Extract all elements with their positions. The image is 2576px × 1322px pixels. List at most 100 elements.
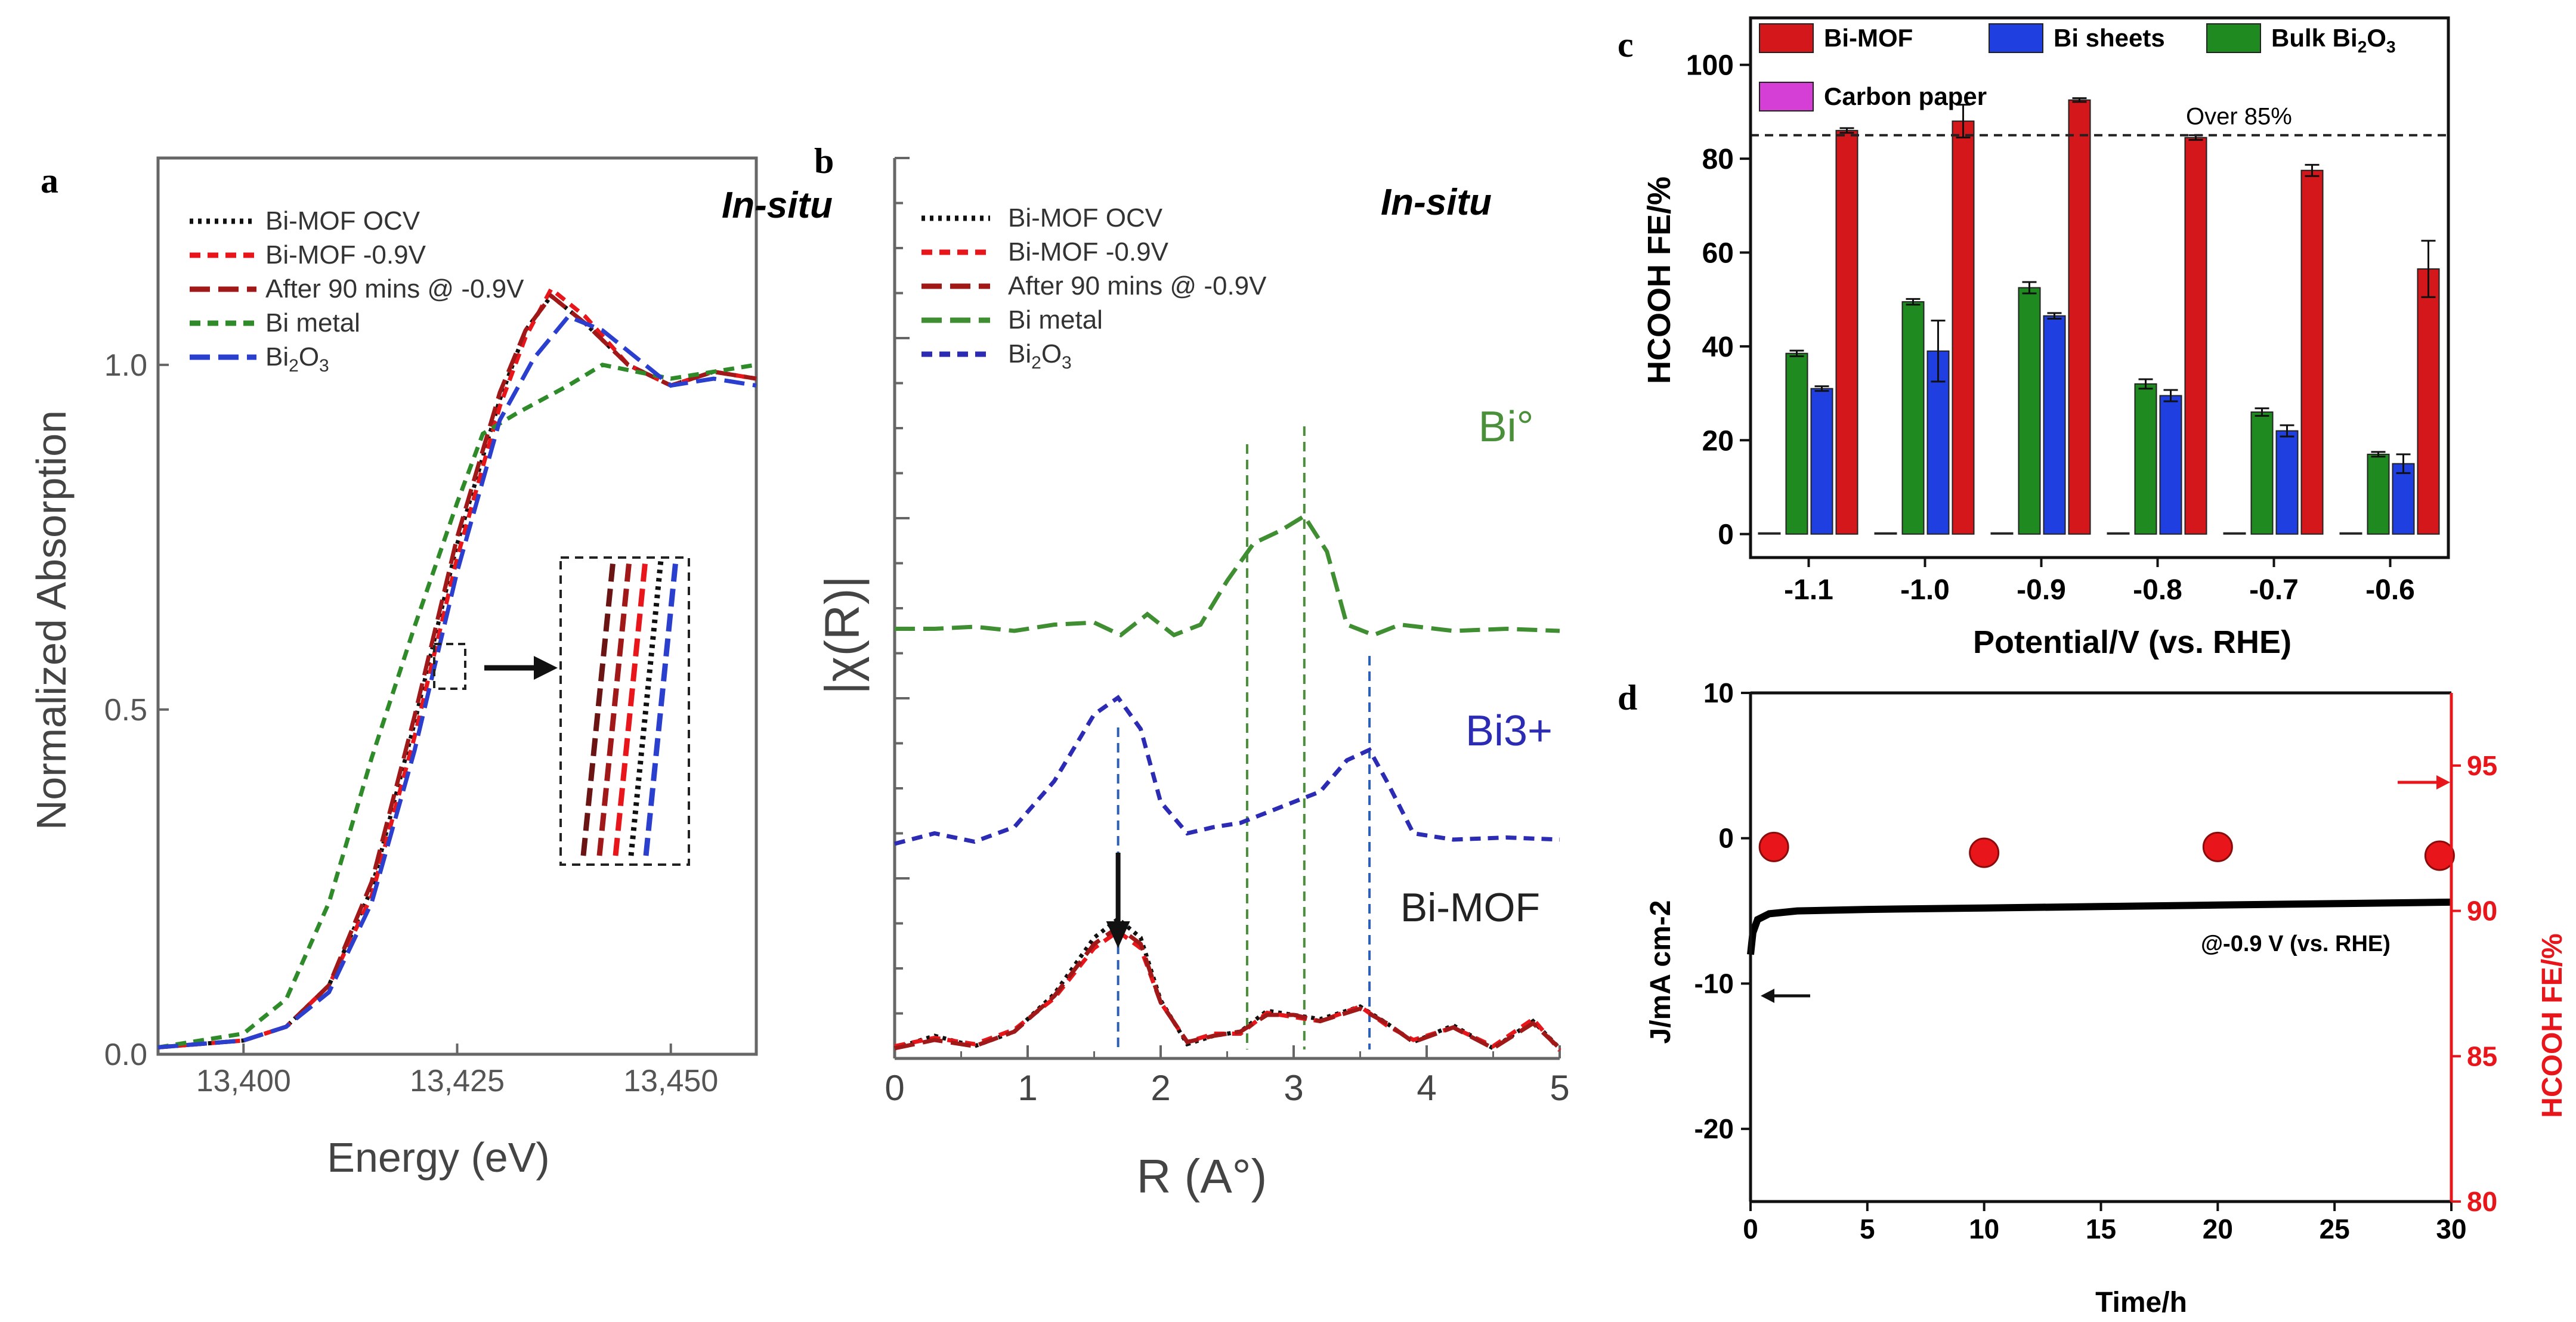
- bar-c: [1758, 532, 1781, 535]
- x-tick-label-d: 15: [2086, 1213, 2116, 1244]
- y-right-tick-label-d: 90: [2467, 896, 2497, 927]
- x-tick-label-d: 30: [2436, 1213, 2466, 1244]
- legend-label-a: Bi-MOF OCV: [265, 206, 420, 236]
- legend-label-b: Bi-MOF OCV: [1008, 203, 1163, 233]
- decrease-arrow-head: [1106, 921, 1130, 948]
- bar-c: [2068, 99, 2091, 535]
- y-axis-label-c: HCOOH FE/%: [1641, 177, 1677, 384]
- legend-label-b: Bi metal: [1008, 305, 1103, 335]
- fe-point-d: [1758, 831, 1789, 862]
- x-tick-label-b: 5: [1550, 1068, 1569, 1108]
- bar-c: [2223, 532, 2246, 535]
- bar-c: [2417, 268, 2440, 535]
- bar-c: [2159, 395, 2182, 535]
- bar-c: [2300, 169, 2324, 535]
- legend-swatch-c: [1989, 23, 2043, 53]
- x-tick-label-b: 0: [885, 1068, 904, 1108]
- bar-c: [2134, 383, 2157, 535]
- annotation-condition-d: @-0.9 V (vs. RHE): [2201, 931, 2391, 956]
- legend-swatch-c: [1759, 82, 1814, 112]
- legend-label-c: Bi sheets: [2054, 24, 2165, 52]
- legend-label-b: After 90 mins @ -0.9V: [1008, 271, 1267, 301]
- y-tick-label-c: 80: [1702, 144, 1734, 175]
- inset-box: [559, 556, 690, 866]
- curve-label-bimof: Bi-MOF: [1400, 885, 1540, 930]
- y-tick-label-c: 0: [1718, 519, 1734, 551]
- legend-label-b: Bi2O3: [1008, 339, 1072, 373]
- legend-label-a: Bi2O3: [265, 342, 329, 376]
- x-tick-label-d: 5: [1860, 1213, 1875, 1244]
- legend-swatch-c: [2206, 23, 2261, 53]
- x-axis-label-c: Potential/V (vs. RHE): [1973, 624, 2292, 660]
- bar-c: [2043, 315, 2066, 535]
- x-tick-label-c: -0.8: [2133, 574, 2182, 606]
- panel-a: 13,400 13,425 13,450 0.0 0.5 1.0 Bi-MOF OCV Bi…: [104, 156, 758, 1098]
- arrow-right-head-d: [2436, 775, 2450, 790]
- bar-c: [1785, 352, 1808, 535]
- bar-c: [1990, 532, 2014, 535]
- y-right-tick-label-d: 95: [2467, 750, 2497, 781]
- bar-c: [2339, 532, 2362, 535]
- panel-label-d: d: [1618, 678, 1637, 717]
- bar-c: [1901, 301, 1925, 535]
- x-tick-label-a: 13,425: [410, 1064, 505, 1098]
- x-axis-label-a: Energy (eV): [327, 1134, 549, 1181]
- x-tick-label-c: -0.9: [2017, 574, 2066, 606]
- bar-c: [2367, 453, 2390, 535]
- y-right-tick-label-d: 80: [2467, 1186, 2497, 1217]
- y-axis-right-label-d: HCOOH FE/%: [2537, 933, 2568, 1117]
- x-tick-label-a: 13,450: [623, 1064, 718, 1098]
- bar-c: [2275, 430, 2299, 535]
- x-tick-label-d: 0: [1743, 1213, 1758, 1244]
- y-axis-label-d: J/mA cm-2: [1645, 900, 1677, 1044]
- series-line-b: [895, 513, 1560, 638]
- bar-c: [1810, 388, 1833, 535]
- legend-label-a: Bi metal: [265, 308, 360, 338]
- curve-label-bi0: Bi°: [1479, 403, 1534, 451]
- x-tick-label-a: 13,400: [196, 1064, 291, 1098]
- arrow-left-head-d: [1761, 989, 1774, 1003]
- y-tick-label-c: 40: [1702, 332, 1734, 363]
- x-axis-label-d: Time/h: [2095, 1287, 2187, 1318]
- x-tick-label-c: -1.0: [1900, 574, 1950, 606]
- panel-label-c: c: [1618, 25, 1634, 64]
- legend-label-c: Bi-MOF: [1824, 24, 1913, 52]
- series-line-b: [894, 695, 1560, 846]
- panel-c: Over 85% 0 20 40 60 80 100 -1.1 -1.0 -0.9 -0.8 -0.…: [1686, 16, 2450, 606]
- y-right-tick-label-d: 85: [2467, 1041, 2497, 1072]
- y-tick-label-d: -20: [1694, 1113, 1734, 1144]
- legend-swatch-c: [1759, 23, 1814, 53]
- y-tick-label-a: 0.5: [104, 693, 147, 727]
- current-line-d: [1747, 898, 2452, 955]
- x-tick-label-d: 20: [2203, 1213, 2233, 1244]
- y-tick-label-c: 100: [1686, 50, 1734, 82]
- x-tick-label-b: 1: [1018, 1068, 1037, 1108]
- fe-point-d: [2424, 840, 2455, 871]
- y-tick-label-a: 0.0: [104, 1038, 147, 1072]
- fe-point-d: [2202, 831, 2233, 862]
- x-axis-label-b: R (A°): [1137, 1150, 1267, 1203]
- fe-point-d: [1969, 837, 2000, 868]
- y-tick-label-d: -10: [1694, 968, 1734, 999]
- plot-frame-c: [1749, 16, 2450, 559]
- x-tick-label-b: 2: [1151, 1068, 1170, 1108]
- y-tick-label-d: 10: [1703, 677, 1734, 708]
- x-tick-label-d: 25: [2320, 1213, 2350, 1244]
- x-tick-label-d: 10: [1969, 1213, 1999, 1244]
- bar-c: [2107, 532, 2130, 535]
- y-tick-label-c: 60: [1702, 237, 1734, 269]
- panel-d: 0 5 10 15 20 25 30 10 0 -10 -20 95 90 85 80: [1694, 677, 2498, 1244]
- y-tick-label-a: 1.0: [104, 348, 147, 383]
- annotation-in-situ-a: In-situ: [722, 185, 833, 226]
- legend-label-a: Bi-MOF -0.9V: [265, 240, 426, 270]
- threshold-label-c: Over 85%: [2186, 104, 2292, 130]
- y-axis-label-a: Normalized Absorption: [28, 410, 75, 830]
- x-tick-label-b: 3: [1284, 1068, 1303, 1108]
- legend-label-c: Carbon paper: [1824, 82, 1987, 110]
- x-tick-label-c: -0.6: [2365, 574, 2415, 606]
- bar-c: [2250, 411, 2274, 535]
- series-line-b: [894, 924, 1561, 1051]
- bar-c: [1952, 120, 1975, 535]
- legend-label-a: After 90 mins @ -0.9V: [265, 274, 524, 304]
